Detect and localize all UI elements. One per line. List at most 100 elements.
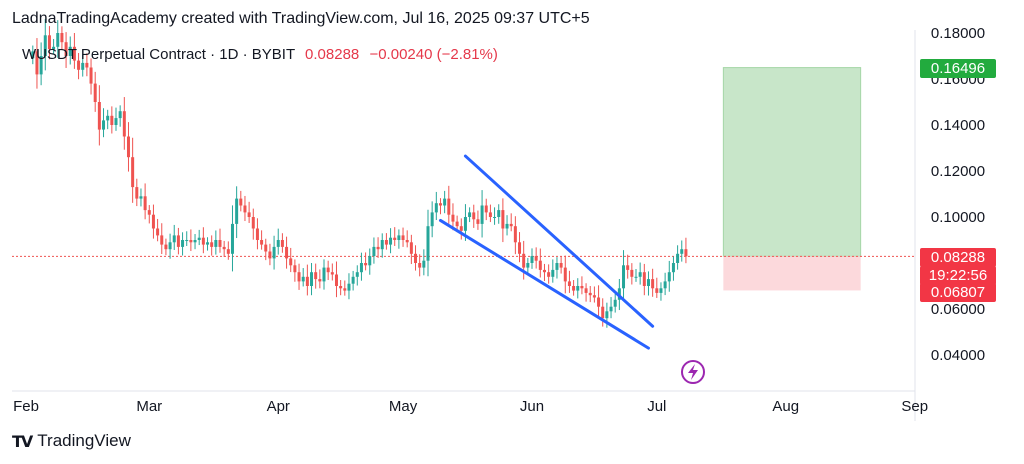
candle: [334, 261, 338, 298]
x-tick-label: Aug: [772, 398, 799, 415]
candle-body: [276, 240, 280, 247]
candle-body: [505, 223, 509, 229]
candle-body: [563, 267, 567, 282]
candle-body: [247, 212, 251, 217]
candle: [43, 19, 47, 71]
candle: [509, 213, 513, 232]
candle: [538, 248, 542, 278]
candle: [147, 205, 151, 224]
candle-body: [72, 46, 76, 61]
last-price: 0.08288: [305, 46, 360, 63]
candle-body: [151, 214, 155, 229]
candle: [185, 231, 189, 246]
candle-body: [77, 60, 81, 70]
candle-body: [359, 263, 363, 273]
candle-body: [126, 136, 130, 158]
candle: [97, 85, 101, 146]
candle-body: [364, 263, 368, 266]
candle: [480, 190, 484, 238]
candle-body: [580, 286, 584, 289]
candle-body: [509, 223, 513, 227]
candle: [438, 198, 442, 215]
candle: [601, 298, 605, 327]
candle: [31, 45, 35, 65]
candle: [280, 233, 284, 253]
candle: [476, 210, 480, 230]
candle: [368, 248, 372, 275]
candle-body: [659, 288, 663, 293]
candle-body: [418, 263, 422, 268]
candle-body: [339, 286, 343, 289]
candle-body: [193, 240, 197, 243]
candle: [638, 262, 642, 285]
candle-body: [118, 111, 122, 119]
candle-body: [393, 237, 397, 240]
candle: [272, 235, 276, 270]
candle-body: [634, 276, 638, 278]
candle-body: [601, 306, 605, 319]
tradingview-logo[interactable]: TV TradingView: [12, 431, 131, 451]
candle-body: [156, 228, 160, 236]
candle: [572, 280, 576, 296]
candle-body: [114, 118, 118, 125]
candle: [380, 233, 384, 258]
candle: [397, 229, 401, 249]
candle: [584, 283, 588, 302]
candle-body: [135, 187, 139, 199]
candle-body: [576, 286, 580, 291]
lightning-icon[interactable]: [681, 360, 705, 384]
candle-body: [376, 246, 380, 250]
candle: [580, 276, 584, 295]
candle: [622, 250, 626, 301]
candle-body: [380, 240, 384, 250]
candle: [443, 190, 447, 214]
stop-zone[interactable]: [723, 256, 861, 291]
candle-body: [68, 46, 72, 56]
candle: [81, 54, 85, 77]
stop-price-tag: 0.06807: [920, 283, 996, 302]
candle-body: [646, 279, 650, 286]
candle: [409, 234, 413, 265]
target-zone[interactable]: [722, 67, 862, 257]
candle-body: [210, 242, 214, 247]
candle: [364, 252, 368, 271]
candle: [576, 278, 580, 299]
candle: [239, 190, 243, 212]
candle: [251, 208, 255, 240]
x-tick-label: May: [389, 398, 418, 415]
target-price-tag: 0.16496: [920, 59, 996, 78]
candle-body: [314, 272, 318, 280]
tradingview-logo-icon: TV: [12, 431, 33, 451]
candle-body: [93, 83, 97, 102]
candle: [93, 71, 97, 112]
wedge-line-lower: [438, 218, 650, 350]
candle: [60, 26, 64, 50]
candle: [122, 97, 126, 150]
y-axis: 0.040000.060000.080000.100000.120000.140…: [931, 25, 985, 364]
candle-body: [102, 120, 106, 130]
candle-body: [472, 212, 476, 220]
candle-body: [584, 288, 588, 293]
candles-group: [31, 19, 688, 328]
candle-body: [268, 251, 272, 259]
candle: [47, 26, 51, 60]
candle-body: [572, 286, 576, 291]
symbol-info[interactable]: WUSDT Perpetual Contract · 1D · BYBIT 0.…: [22, 46, 498, 63]
candle-body: [538, 260, 542, 270]
candle-body: [497, 210, 501, 217]
candle: [376, 237, 380, 258]
candle: [588, 286, 592, 303]
candle: [472, 204, 476, 228]
candle-body: [613, 299, 617, 307]
candle-body: [547, 272, 551, 277]
candle-body: [85, 62, 89, 68]
candle-body: [355, 272, 359, 277]
candle-body: [122, 111, 126, 137]
candle: [609, 297, 613, 319]
candle-body: [293, 265, 297, 273]
candle-body: [318, 279, 322, 282]
candle-body: [592, 295, 596, 298]
chart-attribution: LadnaTradingAcademy created with Trading…: [12, 10, 590, 27]
candle-body: [555, 263, 559, 270]
